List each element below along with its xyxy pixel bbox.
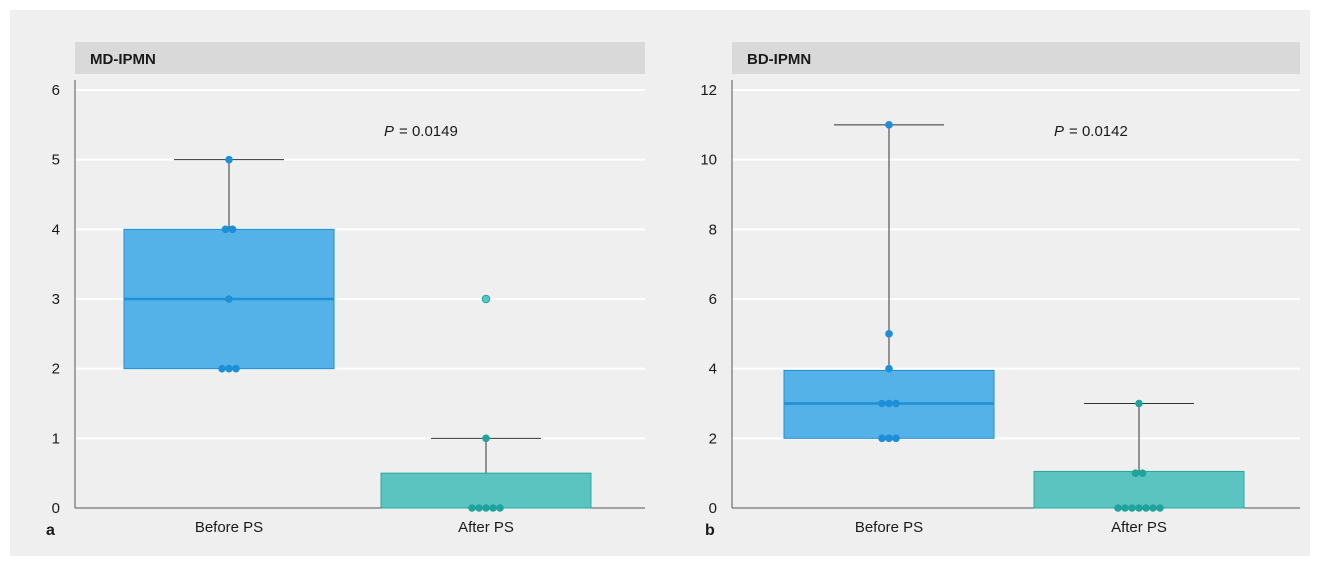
- box: [1033, 470, 1245, 509]
- p-value-annotation: P = 0.0142: [1054, 123, 1128, 140]
- category-label-before: Before PS: [195, 519, 263, 536]
- data-point: [225, 295, 233, 303]
- y-tick-label: 12: [700, 82, 717, 99]
- data-point: [885, 434, 893, 443]
- outlier-point: [481, 294, 491, 304]
- y-ticks: 0 1 2 3 4 5 6: [52, 82, 60, 517]
- data-point: [1135, 399, 1143, 408]
- y-tick-label: 2: [52, 361, 60, 378]
- panel-a: MD-IPMN 0 1 2 3 4 5 6 P = 0.0149 Before PS Afte…: [10, 10, 660, 556]
- data-point: [885, 330, 893, 338]
- data-point: [892, 434, 900, 443]
- y-tick-label: 2: [709, 430, 717, 447]
- y-tick-label: 5: [52, 152, 60, 169]
- data-point: [225, 364, 233, 373]
- y-tick-label: 8: [709, 221, 717, 238]
- data-point: [1149, 504, 1157, 512]
- y-tick-label: 10: [700, 152, 717, 169]
- data-point: [892, 399, 900, 408]
- data-point: [878, 399, 886, 408]
- data-point: [482, 504, 490, 512]
- data-point: [1128, 504, 1136, 512]
- panel-header-bar: [732, 42, 1300, 74]
- data-points: [878, 121, 1164, 512]
- box: [380, 472, 592, 509]
- data-point: [218, 364, 226, 373]
- y-tick-label: 4: [709, 361, 717, 378]
- panel-letter: b: [705, 522, 715, 539]
- y-tick-label: 0: [52, 500, 60, 517]
- data-point: [1138, 469, 1147, 477]
- data-point: [1156, 504, 1164, 512]
- y-tick-label: 3: [52, 291, 60, 308]
- p-label: P: [384, 123, 394, 140]
- data-point: [232, 364, 240, 373]
- panel-title: MD-IPMN: [90, 51, 156, 68]
- data-points: [218, 155, 504, 512]
- data-point: [475, 504, 483, 512]
- data-point: [885, 121, 893, 129]
- category-label-after: After PS: [1111, 519, 1167, 536]
- panel-header-bar: [75, 42, 645, 74]
- data-point: [878, 434, 886, 443]
- data-point: [228, 225, 237, 234]
- category-label-before: Before PS: [855, 519, 923, 536]
- data-point: [489, 504, 497, 512]
- data-point: [1114, 504, 1122, 512]
- data-point: [885, 364, 893, 373]
- p-value-annotation: P = 0.0149: [384, 123, 458, 140]
- p-label: P: [1054, 123, 1064, 140]
- data-point: [1135, 504, 1143, 512]
- boxes: [783, 124, 1245, 509]
- y-ticks: 0 2 4 6 8 10 12: [700, 82, 717, 517]
- boxplot-md-ipmn: MD-IPMN 0 1 2 3 4 5 6 P = 0.0149 Before PS Afte…: [46, 42, 645, 539]
- y-tick-label: 6: [709, 291, 717, 308]
- data-point: [482, 434, 490, 443]
- y-tick-label: 4: [52, 221, 60, 238]
- panel-b: BD-IPMN 0 2 4 6 8 10 12 P = 0.0142 Before PS Af…: [660, 10, 1310, 556]
- data-point: [496, 504, 504, 512]
- category-label-after: After PS: [458, 519, 514, 536]
- data-point: [221, 225, 230, 234]
- y-tick-label: 1: [52, 430, 60, 447]
- panel-title: BD-IPMN: [747, 51, 811, 68]
- p-value: = 0.0142: [1069, 123, 1128, 140]
- y-tick-label: 0: [709, 500, 717, 517]
- data-point: [468, 504, 476, 512]
- p-value: = 0.0149: [399, 123, 458, 140]
- data-point: [1142, 504, 1150, 512]
- data-point: [225, 155, 233, 164]
- data-point: [885, 399, 893, 408]
- y-tick-label: 6: [52, 82, 60, 99]
- data-point: [1121, 504, 1129, 512]
- boxplot-bd-ipmn: BD-IPMN 0 2 4 6 8 10 12 P = 0.0142 Before PS Af…: [700, 42, 1300, 539]
- boxes: [123, 159, 592, 509]
- data-point: [1131, 469, 1140, 477]
- panel-letter: a: [46, 522, 55, 539]
